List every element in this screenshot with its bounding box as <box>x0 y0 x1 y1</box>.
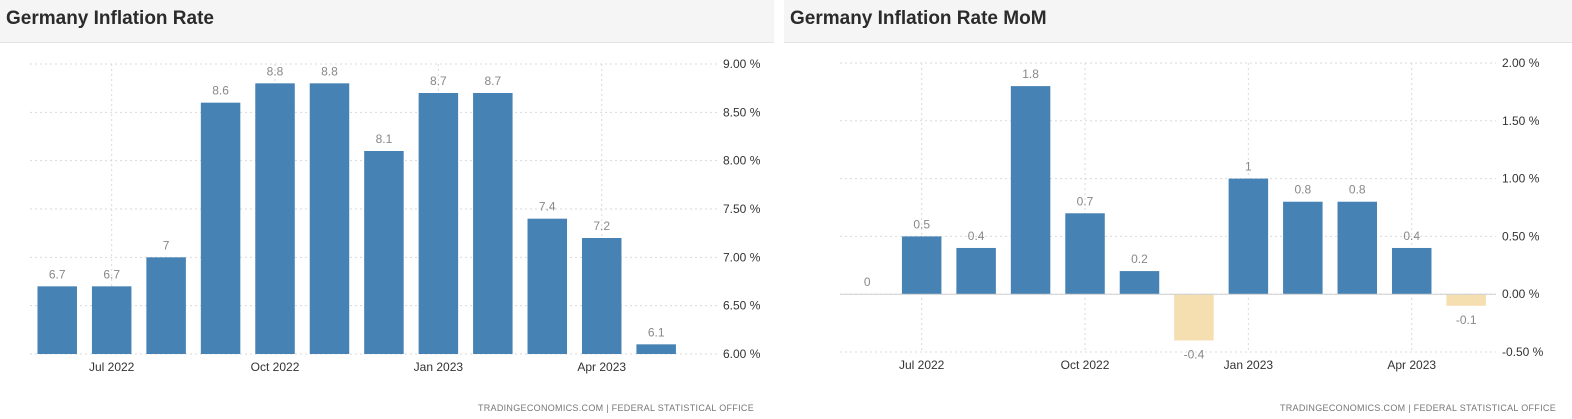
chart-title-bar: Germany Inflation Rate <box>0 0 774 43</box>
bar[interactable] <box>1283 201 1323 295</box>
y-tick-label: 2.00 % <box>1502 56 1540 70</box>
bar-value-label: 8.8 <box>321 64 338 78</box>
bar[interactable] <box>200 102 241 355</box>
bar[interactable] <box>146 257 186 354</box>
inflation-rate-mom-chart: -0.50 % 0.00 % 0.50 % 1.00 % 1.50 % 2.00 % Jul… <box>840 56 1544 372</box>
x-tick-label: Oct 2022 <box>1061 358 1110 372</box>
bar[interactable] <box>364 151 404 354</box>
y-tick-label: 6.00 % <box>723 347 761 361</box>
bar-value-label: 0.4 <box>968 229 985 243</box>
y-tick-label: -0.50 % <box>1502 345 1544 359</box>
inflation-rate-panel: Germany Inflation Rate 6.00 % 6.50 % 7.00 … <box>0 0 774 419</box>
chart-title: Germany Inflation Rate <box>6 8 214 29</box>
bar-value-label: 0.5 <box>913 217 930 231</box>
bar[interactable] <box>418 93 459 354</box>
y-tick-label: 7.50 % <box>723 202 761 216</box>
inflation-rate-chart: 6.00 % 6.50 % 7.00 % 7.50 % 8.00 % 8.50 % 9.00… <box>30 57 761 374</box>
bar[interactable] <box>527 218 568 354</box>
bar[interactable] <box>91 286 132 354</box>
x-tick-label: Apr 2023 <box>577 360 626 374</box>
chart-title-bar: Germany Inflation Rate MoM <box>784 0 1572 43</box>
bar[interactable] <box>1174 294 1214 341</box>
bar-value-label: 0 <box>864 275 871 289</box>
source-note: TRADINGECONOMICS.COM | FEDERAL STATISTIC… <box>477 403 754 413</box>
y-tick-label: 7.00 % <box>723 250 761 264</box>
x-tick-label: Oct 2022 <box>251 360 300 374</box>
bar[interactable] <box>956 247 996 295</box>
inflation-rate-mom-panel: Germany Inflation Rate MoM -0.50 % 0.00 %… <box>784 0 1572 419</box>
bar[interactable] <box>636 344 676 354</box>
bar[interactable] <box>1337 201 1378 295</box>
y-tick-label: 0.00 % <box>1502 287 1540 301</box>
bar-value-label: 0.8 <box>1294 183 1311 197</box>
bar[interactable] <box>1010 86 1051 295</box>
bar-value-label: 1 <box>1245 160 1252 174</box>
bar-value-label: 8.1 <box>376 132 393 146</box>
x-tick-label: Jan 2023 <box>1224 358 1274 372</box>
y-tick-label: 6.50 % <box>723 299 761 313</box>
bar-value-label: 7 <box>163 238 170 252</box>
bar-value-label: 8.8 <box>267 64 284 78</box>
bar[interactable] <box>901 236 942 295</box>
bar[interactable] <box>473 93 513 354</box>
bar-value-label: 8.7 <box>484 74 501 88</box>
y-tick-label: 1.00 % <box>1502 172 1540 186</box>
bar[interactable] <box>1446 294 1486 306</box>
y-tick-label: 9.00 % <box>723 57 761 71</box>
bar[interactable] <box>1228 178 1269 295</box>
bar-value-label: 0.8 <box>1349 183 1366 197</box>
bar[interactable] <box>37 286 77 354</box>
bar-value-label: -0.4 <box>1184 347 1205 361</box>
bar[interactable] <box>1119 271 1160 295</box>
bar-value-label: 0.2 <box>1131 252 1148 266</box>
bar[interactable] <box>1065 213 1105 295</box>
bar-value-label: 6.7 <box>103 267 120 281</box>
bar-value-label: 7.4 <box>539 200 556 214</box>
y-tick-label: 0.50 % <box>1502 229 1540 243</box>
x-tick-label: Apr 2023 <box>1387 358 1436 372</box>
bar[interactable] <box>581 238 622 354</box>
bar-value-label: 8.7 <box>430 74 447 88</box>
bar-value-label: 0.4 <box>1403 229 1420 243</box>
bar[interactable] <box>309 83 350 354</box>
bar-value-label: 0.7 <box>1077 194 1094 208</box>
y-tick-label: 8.00 % <box>723 154 761 168</box>
y-tick-label: 8.50 % <box>723 105 761 119</box>
x-tick-label: Jul 2022 <box>89 360 135 374</box>
y-tick-label: 1.50 % <box>1502 114 1540 128</box>
bar[interactable] <box>1391 247 1432 295</box>
bar-value-label: 7.2 <box>593 219 610 233</box>
x-tick-label: Jul 2022 <box>899 358 945 372</box>
bar-value-label: 6.7 <box>49 267 66 281</box>
x-tick-label: Jan 2023 <box>414 360 464 374</box>
bar[interactable] <box>255 83 295 354</box>
bar-value-label: 1.8 <box>1022 67 1039 81</box>
bar-value-label: 8.6 <box>212 84 229 98</box>
bar-value-label: 6.1 <box>648 325 665 339</box>
chart-title: Germany Inflation Rate MoM <box>790 8 1047 29</box>
source-note: TRADINGECONOMICS.COM | FEDERAL STATISTIC… <box>1279 403 1556 413</box>
bar-value-label: -0.1 <box>1456 313 1477 327</box>
